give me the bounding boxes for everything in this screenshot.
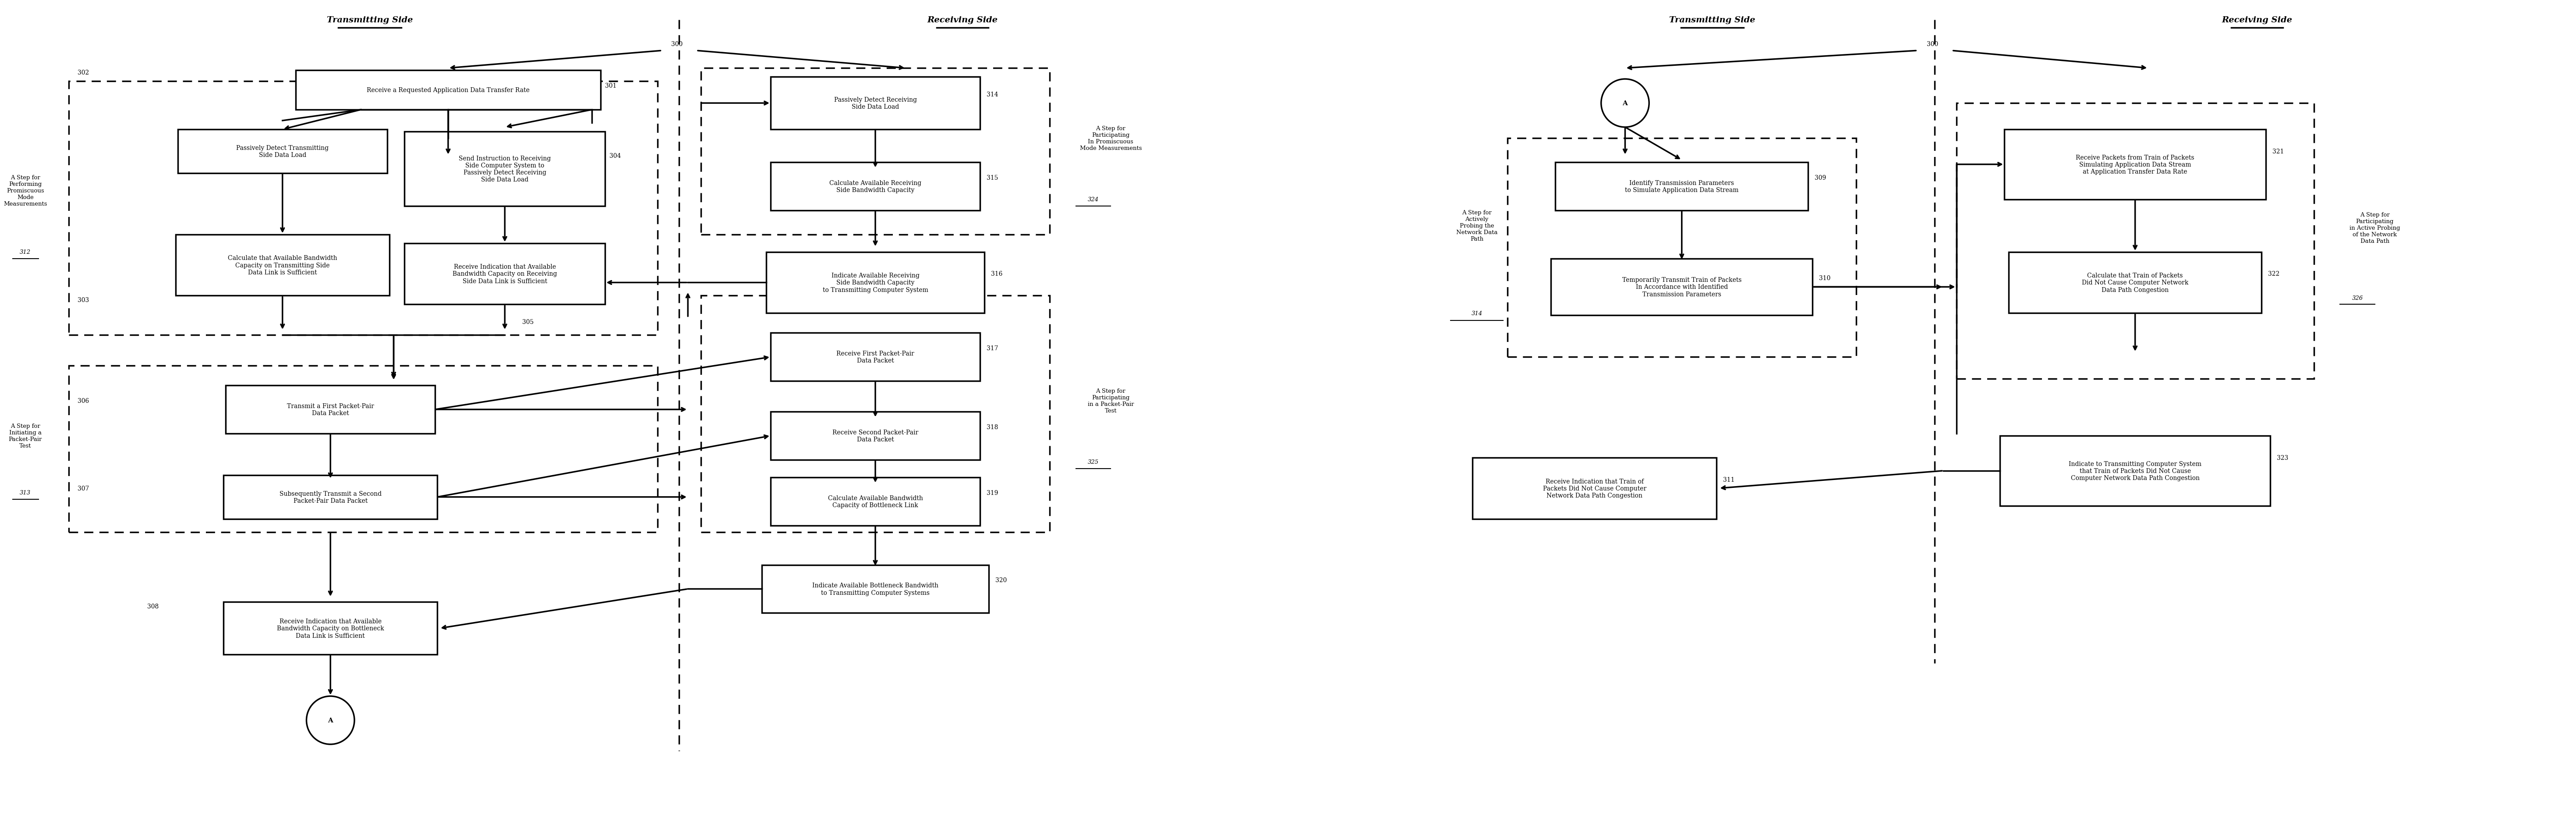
Text: 306: 306 bbox=[77, 398, 90, 404]
Text: A Step for
Participating
In Promiscuous
Mode Measurements: A Step for Participating In Promiscuous … bbox=[1079, 126, 1141, 151]
FancyBboxPatch shape bbox=[2004, 130, 2267, 200]
Circle shape bbox=[1602, 80, 1649, 128]
Text: Receive Indication that Available
Bandwidth Capacity on Receiving
Side Data Link: Receive Indication that Available Bandwi… bbox=[453, 264, 556, 284]
Text: 309: 309 bbox=[1814, 175, 1826, 181]
Text: 325: 325 bbox=[1087, 459, 1100, 465]
FancyBboxPatch shape bbox=[762, 565, 989, 613]
Text: Receive Packets from Train of Packets
Simulating Application Data Stream
at Appl: Receive Packets from Train of Packets Si… bbox=[2076, 154, 2195, 175]
Text: 311: 311 bbox=[1723, 477, 1734, 482]
Text: A Step for
Actively
Probing the
Network Data
Path: A Step for Actively Probing the Network … bbox=[1455, 210, 1497, 242]
Text: Calculate that Train of Packets
Did Not Cause Computer Network
Data Path Congest: Calculate that Train of Packets Did Not … bbox=[2081, 273, 2190, 293]
Text: Indicate Available Bottleneck Bandwidth
to Transmitting Computer Systems: Indicate Available Bottleneck Bandwidth … bbox=[811, 582, 938, 596]
Text: 304: 304 bbox=[611, 153, 621, 159]
Text: Send Instruction to Receiving
Side Computer System to
Passively Detect Receiving: Send Instruction to Receiving Side Compu… bbox=[459, 155, 551, 183]
Text: Indicate Available Receiving
Side Bandwidth Capacity
to Transmitting Computer Sy: Indicate Available Receiving Side Bandwi… bbox=[822, 273, 927, 293]
Text: A: A bbox=[1623, 101, 1628, 107]
Text: A Step for
Performing
Promiscuous
Mode
Measurements: A Step for Performing Promiscuous Mode M… bbox=[3, 175, 46, 207]
Circle shape bbox=[307, 696, 355, 744]
FancyBboxPatch shape bbox=[178, 130, 386, 174]
Text: 324: 324 bbox=[1087, 197, 1100, 202]
Text: 302: 302 bbox=[77, 70, 90, 76]
FancyBboxPatch shape bbox=[770, 333, 979, 381]
Text: Transmitting Side: Transmitting Side bbox=[327, 16, 412, 24]
FancyBboxPatch shape bbox=[770, 412, 979, 460]
Text: 301: 301 bbox=[605, 83, 616, 89]
FancyBboxPatch shape bbox=[224, 602, 438, 654]
Text: Passively Detect Transmitting
Side Data Load: Passively Detect Transmitting Side Data … bbox=[237, 145, 330, 159]
Text: Identify Transmission Parameters
to Simulate Application Data Stream: Identify Transmission Parameters to Simu… bbox=[1625, 180, 1739, 193]
FancyBboxPatch shape bbox=[765, 253, 984, 314]
FancyBboxPatch shape bbox=[2009, 253, 2262, 314]
FancyBboxPatch shape bbox=[770, 163, 979, 211]
Text: 320: 320 bbox=[994, 577, 1007, 583]
Text: Subsequently Transmit a Second
Packet-Pair Data Packet: Subsequently Transmit a Second Packet-Pa… bbox=[278, 491, 381, 503]
Text: Receiving Side: Receiving Side bbox=[2223, 16, 2293, 24]
FancyBboxPatch shape bbox=[1473, 458, 1716, 519]
Text: 300: 300 bbox=[672, 41, 683, 48]
Text: 312: 312 bbox=[21, 249, 31, 255]
Text: Transmitting Side: Transmitting Side bbox=[1669, 16, 1754, 24]
Text: 308: 308 bbox=[147, 603, 160, 610]
Text: 319: 319 bbox=[987, 490, 997, 496]
Text: 322: 322 bbox=[2267, 271, 2280, 277]
FancyBboxPatch shape bbox=[227, 386, 435, 434]
Text: A: A bbox=[327, 717, 332, 723]
Text: 326: 326 bbox=[2352, 295, 2362, 301]
Text: 323: 323 bbox=[2277, 455, 2287, 461]
Text: 310: 310 bbox=[1819, 275, 1832, 281]
Text: Passively Detect Receiving
Side Data Load: Passively Detect Receiving Side Data Loa… bbox=[835, 96, 917, 110]
Text: 303: 303 bbox=[77, 297, 90, 304]
FancyBboxPatch shape bbox=[1999, 436, 2269, 506]
Text: Calculate Available Receiving
Side Bandwidth Capacity: Calculate Available Receiving Side Bandw… bbox=[829, 180, 922, 193]
FancyBboxPatch shape bbox=[404, 243, 605, 305]
Text: Receive Second Packet-Pair
Data Packet: Receive Second Packet-Pair Data Packet bbox=[832, 430, 917, 442]
Text: 300: 300 bbox=[1927, 41, 1937, 48]
Text: 314: 314 bbox=[987, 91, 997, 97]
Text: Temporarily Transmit Train of Packets
In Accordance with Identified
Transmission: Temporarily Transmit Train of Packets In… bbox=[1623, 277, 1741, 297]
FancyBboxPatch shape bbox=[175, 235, 389, 296]
Text: Receive Indication that Available
Bandwidth Capacity on Bottleneck
Data Link is : Receive Indication that Available Bandwi… bbox=[276, 618, 384, 638]
Text: 318: 318 bbox=[987, 424, 997, 430]
Text: Transmit a First Packet-Pair
Data Packet: Transmit a First Packet-Pair Data Packet bbox=[286, 403, 374, 416]
Text: 305: 305 bbox=[523, 319, 533, 326]
Text: Receive a Requested Application Data Transfer Rate: Receive a Requested Application Data Tra… bbox=[366, 87, 531, 93]
Text: A Step for
Initiating a
Packet-Pair
Test: A Step for Initiating a Packet-Pair Test bbox=[8, 423, 41, 449]
FancyBboxPatch shape bbox=[770, 477, 979, 525]
FancyBboxPatch shape bbox=[1551, 258, 1814, 315]
Text: 317: 317 bbox=[987, 346, 997, 352]
Text: A Step for
Participating
in Active Probing
of the Network
Data Path: A Step for Participating in Active Probi… bbox=[2349, 212, 2401, 244]
Text: 315: 315 bbox=[987, 175, 997, 181]
FancyBboxPatch shape bbox=[224, 475, 438, 519]
Text: 307: 307 bbox=[77, 485, 90, 492]
FancyBboxPatch shape bbox=[296, 70, 600, 110]
FancyBboxPatch shape bbox=[1556, 163, 1808, 211]
Text: 313: 313 bbox=[21, 490, 31, 496]
Text: Indicate to Transmitting Computer System
that Train of Packets Did Not Cause
Com: Indicate to Transmitting Computer System… bbox=[2069, 461, 2202, 481]
FancyBboxPatch shape bbox=[404, 132, 605, 206]
Text: Receiving Side: Receiving Side bbox=[927, 16, 997, 24]
Text: Calculate that Available Bandwidth
Capacity on Transmitting Side
Data Link is Su: Calculate that Available Bandwidth Capac… bbox=[227, 255, 337, 275]
Text: Receive Indication that Train of
Packets Did Not Cause Computer
Network Data Pat: Receive Indication that Train of Packets… bbox=[1543, 478, 1646, 498]
Text: 321: 321 bbox=[2272, 149, 2285, 154]
Text: Receive First Packet-Pair
Data Packet: Receive First Packet-Pair Data Packet bbox=[837, 351, 914, 364]
Text: 314: 314 bbox=[1471, 310, 1481, 316]
Text: 316: 316 bbox=[992, 271, 1002, 277]
FancyBboxPatch shape bbox=[770, 77, 979, 130]
Text: A Step for
Participating
in a Packet-Pair
Test: A Step for Participating in a Packet-Pai… bbox=[1087, 388, 1133, 414]
Text: Calculate Available Bandwidth
Capacity of Bottleneck Link: Calculate Available Bandwidth Capacity o… bbox=[827, 495, 922, 508]
